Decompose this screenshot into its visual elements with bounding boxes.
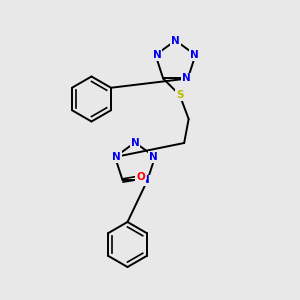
Text: O: O: [136, 172, 145, 182]
Text: N: N: [142, 176, 150, 185]
Text: N: N: [190, 50, 198, 60]
Text: N: N: [130, 137, 140, 148]
Text: S: S: [176, 90, 183, 100]
Text: N: N: [182, 74, 191, 83]
Text: N: N: [153, 50, 161, 60]
Text: N: N: [112, 152, 121, 162]
Text: N: N: [149, 152, 158, 162]
Text: N: N: [171, 35, 180, 46]
